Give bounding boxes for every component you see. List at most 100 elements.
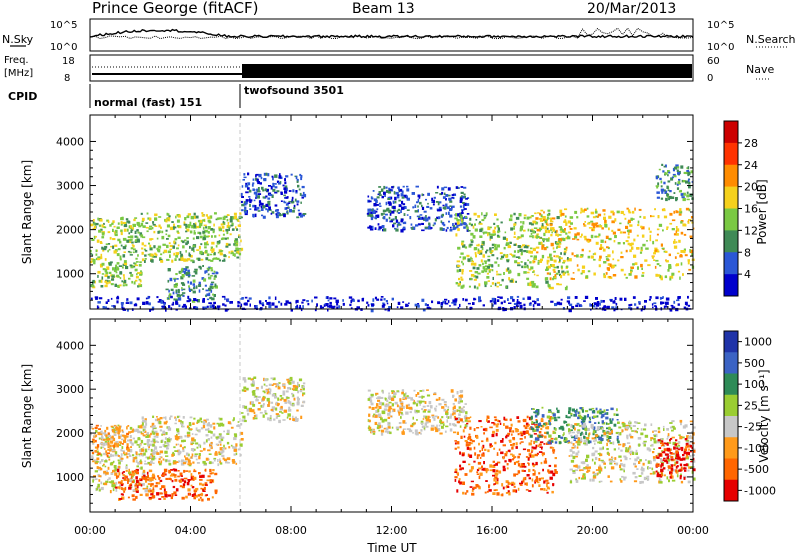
velocity-cell: [489, 426, 493, 429]
velocity-cell: [658, 477, 661, 481]
power-cell: [515, 256, 520, 258]
velocity-cell: [282, 384, 286, 387]
velocity-cell: [454, 447, 457, 450]
velocity-cell: [199, 478, 203, 481]
power-cell: [544, 229, 548, 234]
velocity-cell: [103, 482, 108, 486]
velocity-cell: [567, 423, 570, 426]
velocity-cell: [493, 416, 497, 418]
velocity-cell: [613, 413, 616, 416]
velocity-cell: [562, 434, 564, 437]
power-cell: [198, 283, 202, 287]
velocity-cell: [219, 417, 223, 421]
power-cell: [380, 212, 384, 216]
power-cell: [672, 306, 676, 309]
power-cell: [421, 204, 423, 208]
velocity-cell: [251, 409, 255, 413]
power-cell: [568, 258, 572, 262]
power-cell: [293, 204, 296, 208]
velocity-cell: [121, 430, 125, 434]
velocity-cell: [540, 461, 543, 465]
power-cell: [623, 242, 625, 245]
velocity-cell: [104, 460, 108, 463]
power-cell: [240, 192, 243, 197]
power-cell: [199, 235, 203, 239]
velocity-cell: [453, 431, 457, 434]
velocity-cell: [187, 453, 190, 457]
nave-label: Nave: [746, 63, 774, 76]
power-cell: [497, 230, 500, 234]
power-cell: [572, 238, 576, 240]
power-cell: [417, 194, 421, 198]
power-cell: [249, 208, 252, 210]
velocity-cell: [503, 423, 505, 426]
power-cell: [507, 267, 510, 271]
power-cell: [191, 247, 195, 251]
power-cell: [459, 281, 461, 285]
power-cell: [212, 306, 217, 309]
power-cell: [489, 235, 493, 239]
velocity-cell: [533, 411, 536, 414]
power-cell: [456, 260, 461, 263]
velocity-cell: [257, 396, 261, 399]
velocity-cell: [212, 422, 216, 425]
velocity-cell: [586, 437, 590, 439]
power-cell: [437, 202, 440, 206]
velocity-cell: [460, 408, 464, 412]
power-cell: [476, 267, 480, 270]
power-cell: [667, 269, 670, 272]
velocity-cell: [496, 492, 500, 496]
velocity-cell: [102, 464, 104, 467]
velocity-cell: [112, 437, 116, 442]
velocity-cell: [153, 455, 156, 458]
power-cell: [489, 300, 493, 303]
velocity-cell: [235, 462, 238, 465]
power-cell: [175, 298, 178, 302]
power-cell: [296, 180, 299, 183]
velocity-cell: [600, 438, 604, 441]
power-cell: [287, 202, 291, 204]
velocity-cell: [141, 472, 146, 476]
velocity-cell: [128, 431, 131, 434]
velocity-cell: [99, 460, 102, 464]
power-cell: [107, 243, 111, 245]
velocity-cell: [436, 424, 438, 428]
power-cell: [560, 265, 563, 269]
velocity-cell: [180, 463, 185, 466]
velocity-cell: [139, 448, 143, 453]
power-cell: [552, 229, 556, 232]
velocity-cell: [596, 426, 600, 430]
power-cell: [481, 270, 485, 273]
power-cell: [546, 216, 549, 220]
y-tick-label: 2000: [56, 224, 84, 237]
power-cell: [325, 296, 328, 299]
velocity-cell: [392, 408, 396, 412]
power-cell: [152, 223, 156, 226]
velocity-cell: [258, 402, 261, 404]
power-cell: [547, 256, 551, 259]
power-cell: [235, 238, 238, 241]
power-cell: [488, 263, 492, 267]
power-cell: [592, 253, 595, 255]
velocity-cell: [302, 385, 305, 389]
power-cell: [454, 222, 458, 225]
velocity-cell: [147, 474, 149, 479]
colorbar-tick-label: 16: [744, 203, 758, 216]
velocity-cell: [521, 463, 523, 466]
velocity-cell: [226, 429, 230, 434]
velocity-cell: [217, 435, 221, 439]
velocity-cell: [162, 444, 166, 448]
power-cell: [176, 278, 179, 280]
power-cell: [121, 266, 124, 269]
power-cell: [595, 297, 598, 300]
power-cell: [137, 254, 139, 257]
power-cell: [392, 201, 395, 204]
velocity-cell: [167, 459, 171, 462]
power-cell: [181, 287, 183, 290]
power-cell: [581, 265, 586, 269]
power-cell: [667, 170, 670, 173]
power-cell: [215, 218, 218, 221]
velocity-cell: [220, 434, 223, 437]
power-cell: [516, 237, 519, 240]
power-cell: [430, 227, 433, 229]
